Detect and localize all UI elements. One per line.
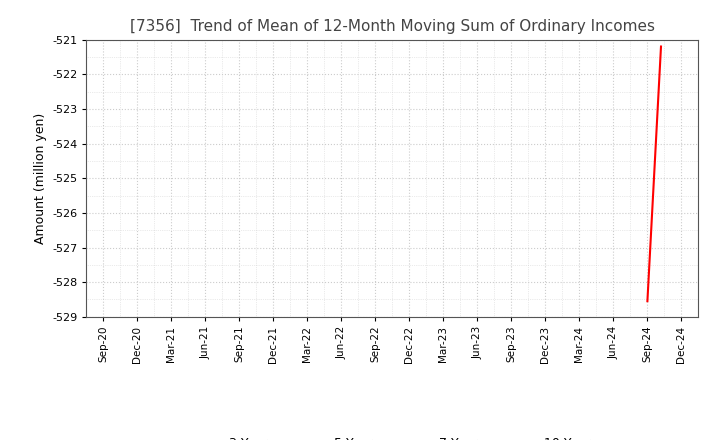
Title: [7356]  Trend of Mean of 12-Month Moving Sum of Ordinary Incomes: [7356] Trend of Mean of 12-Month Moving … [130, 19, 655, 34]
Legend: 3 Years, 5 Years, 7 Years, 10 Years: 3 Years, 5 Years, 7 Years, 10 Years [183, 432, 602, 440]
Y-axis label: Amount (million yen): Amount (million yen) [34, 113, 47, 244]
